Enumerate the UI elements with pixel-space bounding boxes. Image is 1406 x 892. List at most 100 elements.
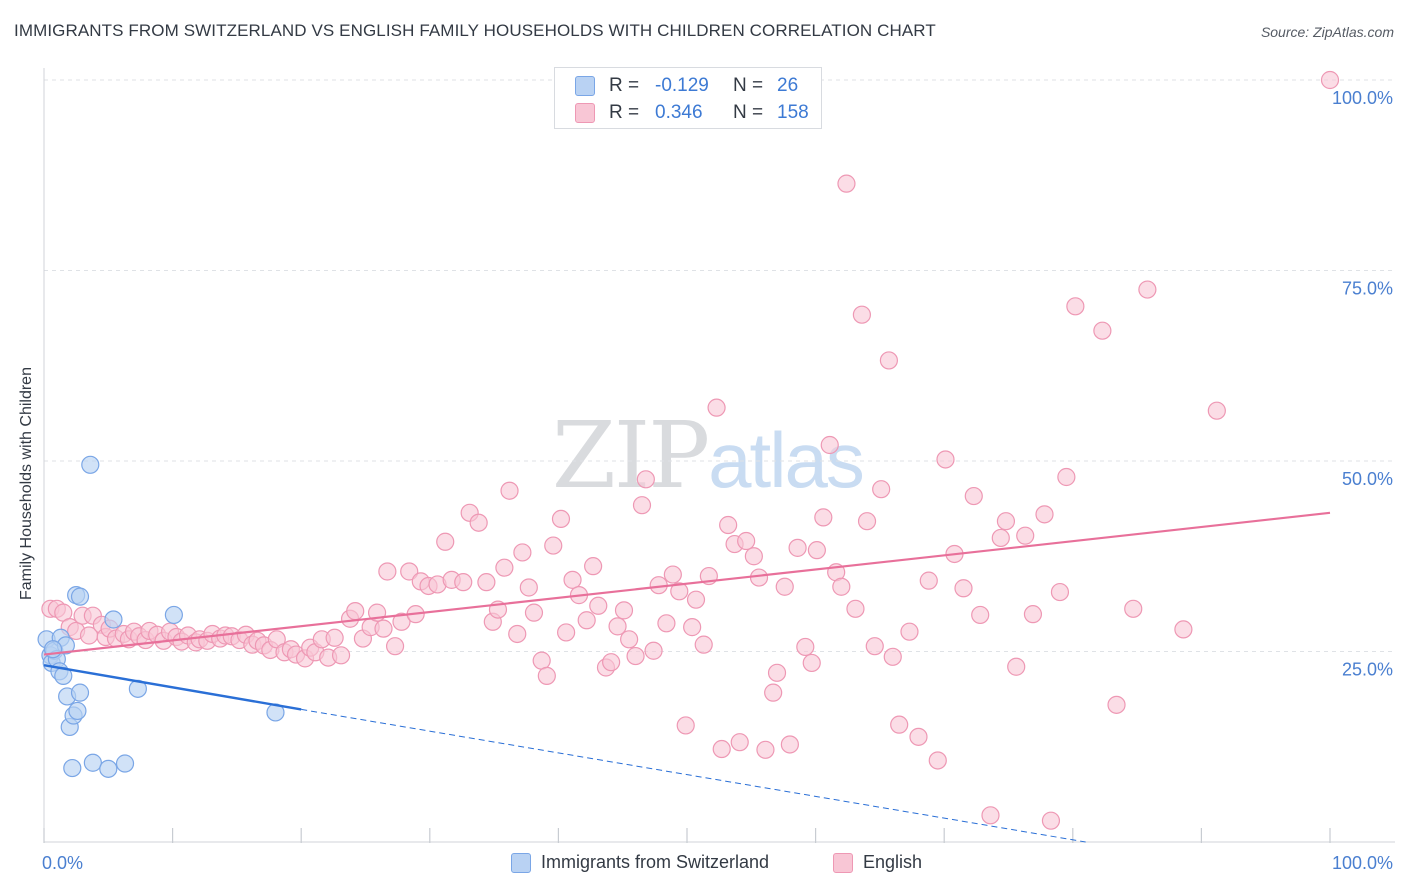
english-point <box>807 541 826 560</box>
english-point <box>632 496 652 515</box>
n-label: N = <box>733 75 764 96</box>
switzerland-trend-extension <box>301 708 1086 843</box>
english-point <box>400 562 419 581</box>
english-point <box>657 614 676 633</box>
english-point <box>820 435 839 455</box>
source-credit: Source: ZipAtlas.com <box>1260 24 1394 40</box>
english-points <box>41 70 1340 830</box>
english-point <box>971 605 990 625</box>
english-point <box>1007 657 1026 676</box>
switzerland-trend-line <box>43 664 302 711</box>
r-value: -0.129 <box>655 75 709 96</box>
english-point <box>436 532 455 551</box>
english-point <box>620 630 639 649</box>
english-point <box>981 806 1000 825</box>
bottom-legend: Immigrants from Switzerland English <box>0 852 1406 876</box>
english-point <box>519 578 538 597</box>
english-point <box>495 558 514 577</box>
switzerland-point <box>115 754 135 773</box>
english-point <box>683 618 702 637</box>
english-point <box>1066 297 1085 316</box>
switzerland-point <box>99 759 118 778</box>
english-point <box>1107 695 1126 714</box>
legend-item-english[interactable]: English <box>833 852 922 873</box>
english-point <box>919 571 938 590</box>
english-point <box>1124 599 1143 618</box>
r-label: R = <box>609 75 640 96</box>
chart-title: IMMIGRANTS FROM SWITZERLAND VS ENGLISH F… <box>14 21 936 40</box>
english-point <box>670 582 689 601</box>
english-point <box>1057 467 1076 487</box>
english-point <box>589 596 608 615</box>
english-point <box>780 735 799 754</box>
english-point <box>331 646 351 665</box>
tick-labels: 25.0% 50.0% 75.0% 100.0% 0.0% 100.0% <box>42 88 1393 873</box>
switzerland-points <box>37 455 285 778</box>
english-point <box>1016 526 1035 545</box>
english-point <box>532 651 551 670</box>
english-point <box>857 512 877 531</box>
english-point <box>563 570 582 589</box>
trend-lines <box>43 511 1331 843</box>
english-point <box>614 601 634 620</box>
english-point <box>796 637 815 657</box>
english-point <box>909 727 928 746</box>
english-point <box>513 543 532 562</box>
english-point <box>544 536 563 555</box>
english-point <box>775 577 794 596</box>
switzerland-point <box>70 587 90 606</box>
n-value: 26 <box>777 75 799 96</box>
english-point <box>883 647 902 666</box>
legend-item-switzerland[interactable]: Immigrants from Switzerland <box>511 852 769 873</box>
english-point <box>626 646 645 666</box>
english-point <box>1050 582 1070 602</box>
y-tick-label: 100.0% <box>1332 88 1393 108</box>
legend-swatch-blue <box>511 852 531 873</box>
switzerland-point <box>104 610 123 629</box>
english-point <box>508 624 527 644</box>
english-point <box>537 666 556 685</box>
switzerland-point <box>63 758 82 778</box>
watermark-zip: ZIP <box>552 402 710 509</box>
english-point <box>1041 811 1061 830</box>
y-axis-label: Family Households with Children <box>18 367 35 600</box>
english-point <box>346 602 365 621</box>
english-point <box>744 547 763 566</box>
english-point <box>1138 280 1157 299</box>
english-point <box>1207 401 1226 420</box>
english-point <box>900 622 919 641</box>
stats-swatch-pink <box>575 103 595 123</box>
english-point <box>557 623 576 642</box>
switzerland-point <box>81 455 100 474</box>
english-point <box>707 398 726 417</box>
english-point <box>879 351 899 370</box>
english-point <box>663 565 682 584</box>
english-point <box>636 470 655 489</box>
english-point <box>872 480 891 499</box>
r-value: 0.346 <box>655 102 703 123</box>
english-point <box>1093 321 1112 340</box>
english-point <box>737 531 756 551</box>
switzerland-point <box>70 683 90 702</box>
english-point <box>936 450 955 469</box>
x-tick-label-max: 100.0% <box>1332 853 1393 873</box>
watermark-atlas: atlas <box>708 416 865 504</box>
legend-swatch-pink <box>833 852 853 873</box>
english-point <box>1174 620 1193 639</box>
english-point <box>719 515 738 535</box>
english-point <box>802 653 821 673</box>
r-label: R = <box>609 102 640 123</box>
english-point <box>602 653 621 672</box>
english-point <box>469 513 488 532</box>
legend-label-english: English <box>863 852 923 872</box>
english-point <box>832 577 851 596</box>
n-label: N = <box>733 102 764 123</box>
axes <box>43 68 1395 843</box>
switzerland-point <box>83 753 102 772</box>
stats-row-switzerland: R = -0.129 N = 26 <box>575 73 798 99</box>
english-point <box>996 512 1016 531</box>
switzerland-point <box>68 701 87 721</box>
english-point <box>764 683 783 702</box>
y-tick-label: 50.0% <box>1342 469 1393 489</box>
